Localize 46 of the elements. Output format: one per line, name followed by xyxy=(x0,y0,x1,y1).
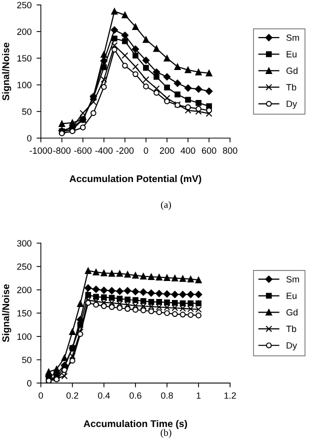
x-tick-label: -600 xyxy=(74,147,92,154)
y-tick-label: 200 xyxy=(17,286,32,294)
y-tick-label: 100 xyxy=(17,333,32,340)
x-tick-label: 0.8 xyxy=(161,392,173,399)
x-tick-label: 0.4 xyxy=(98,392,110,399)
y-axis-title: Signal/Noise xyxy=(2,284,12,342)
x-tick-label: 0 xyxy=(144,147,148,154)
legend-label: Dy xyxy=(286,100,298,109)
x-tick-label: 400 xyxy=(180,147,196,154)
x-tick-label: 1.2 xyxy=(224,392,236,399)
y-tick-label: 250 xyxy=(17,2,32,8)
y-tick-label: 300 xyxy=(17,240,32,247)
legend-label: Tb xyxy=(286,84,296,90)
legend-label: Eu xyxy=(286,292,296,300)
y-tick-label: 150 xyxy=(17,310,32,316)
legend-label: Gd xyxy=(286,67,298,74)
x-tick-label: 0.6 xyxy=(130,392,142,399)
legend-label: Gd xyxy=(286,308,298,316)
legend-label: Sm xyxy=(286,34,299,41)
x-tick-label: -400 xyxy=(95,147,113,154)
legend-label: Dy xyxy=(286,342,298,350)
y-tick-label: 50 xyxy=(22,356,32,364)
x-tick-label: 0 xyxy=(38,392,43,399)
x-tick-label: 200 xyxy=(160,147,174,154)
y-tick-label: 200 xyxy=(17,28,32,35)
x-tick-label: 800 xyxy=(222,147,238,154)
legend-label: Tb xyxy=(286,325,296,332)
y-axis-title: Signal/Noise xyxy=(2,42,12,100)
x-tick-label: -1000 xyxy=(30,147,52,154)
x-tick-label: -800 xyxy=(53,147,71,154)
y-tick-label: 0 xyxy=(27,380,32,386)
y-tick-label: 50 xyxy=(22,108,32,115)
y-tick-label: 0 xyxy=(27,135,32,142)
text: (b) xyxy=(160,429,172,438)
x-tick-label: 600 xyxy=(202,147,216,154)
y-tick-label: 250 xyxy=(17,263,32,270)
text: (a) xyxy=(161,201,171,210)
x-tick-label: 0.2 xyxy=(66,392,78,399)
legend-label: Eu xyxy=(286,51,296,58)
x-axis-title: Accumulation Potential (mV) xyxy=(70,175,202,184)
x-tick-label: -200 xyxy=(116,147,134,154)
x-axis-title: Accumulation Time (s) xyxy=(84,420,188,430)
y-tick-label: 150 xyxy=(17,55,32,62)
y-tick-label: 100 xyxy=(17,82,32,88)
legend-label: Sm xyxy=(286,276,299,282)
x-tick-label: 1 xyxy=(196,392,201,399)
